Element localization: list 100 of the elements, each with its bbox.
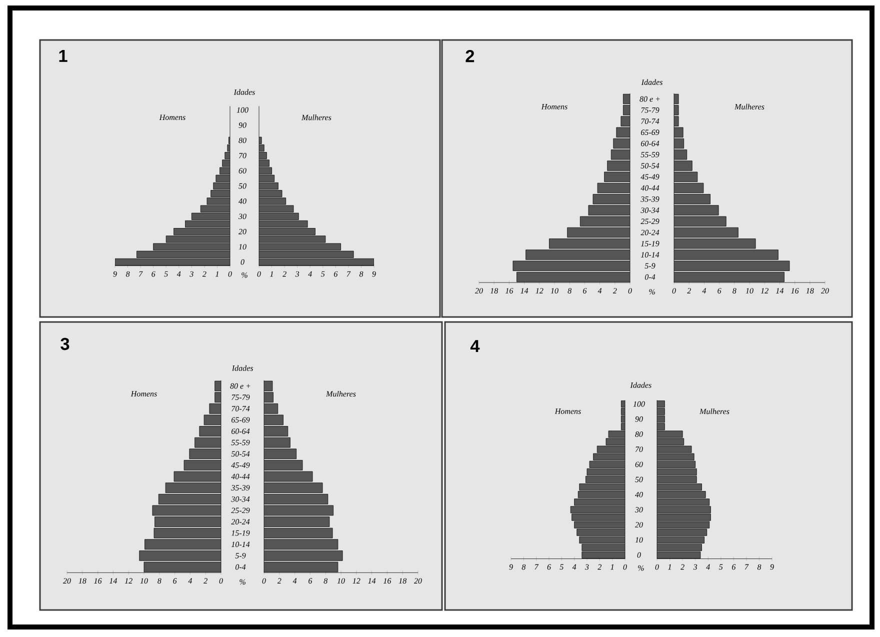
- x-tick-label: 8: [568, 288, 572, 294]
- y-tick-label: 80 e +: [230, 383, 250, 389]
- y-tick-label: 40: [238, 198, 246, 204]
- x-tick-label: 6: [334, 271, 338, 277]
- x-tick-label: 14: [776, 288, 784, 294]
- chart-title: 3: [60, 338, 70, 350]
- y-tick-label: 55-59: [231, 440, 250, 446]
- x-tick-label: 3: [693, 564, 698, 570]
- y-tick-label: 60: [238, 168, 246, 174]
- y-tick-label: 45-49: [231, 462, 250, 468]
- y-tick-label: 70-74: [641, 118, 660, 124]
- x-tick-label: 2: [612, 288, 617, 294]
- x-tick-label: 18: [490, 288, 498, 294]
- bar: [516, 272, 630, 282]
- y-tick-label: 60-64: [231, 428, 250, 434]
- x-tick-label: 16: [791, 288, 799, 294]
- y-tick-label: 0-4: [235, 564, 246, 570]
- x-tick-label: 2: [687, 288, 691, 294]
- x-tick-label: 3: [295, 271, 300, 277]
- x-tick-label: 8: [522, 564, 526, 570]
- text: Mulheres: [301, 114, 332, 120]
- x-axis-title: %: [242, 272, 248, 278]
- x-tick-label: 10: [550, 288, 558, 294]
- bar: [674, 194, 710, 204]
- x-tick-label: 0: [623, 564, 627, 570]
- x-tick-label: 1: [216, 271, 218, 277]
- y-axis-title: Idades: [630, 382, 652, 388]
- x-tick-label: 8: [324, 578, 328, 584]
- x-tick-label: 4: [598, 288, 602, 294]
- bar: [607, 160, 630, 171]
- x-tick-label: 20: [414, 578, 422, 584]
- y-tick-label: 50-54: [231, 451, 250, 457]
- y-tick-label: 75-79: [641, 107, 660, 113]
- x-tick-label: 9: [770, 564, 774, 570]
- x-tick-label: 18: [806, 288, 814, 294]
- bar: [184, 460, 221, 470]
- x-tick-label: 3: [190, 271, 194, 277]
- y-tick-label: 60: [635, 462, 643, 468]
- y-axis-title: Idades: [641, 79, 662, 85]
- y-tick-label: 40-44: [640, 185, 660, 191]
- x-tick-label: 14: [520, 288, 528, 294]
- bar: [674, 238, 756, 249]
- x-tick-label: 5: [719, 564, 723, 570]
- y-tick-label: 65-69: [231, 417, 250, 423]
- y-tick-label: 35-39: [231, 485, 250, 490]
- chart-title: 4: [470, 340, 480, 352]
- chart-title: 2: [466, 50, 474, 62]
- y-tick-label: 15-19: [231, 530, 250, 536]
- x-tick-label: 5: [164, 271, 168, 277]
- x-tick-label: 6: [547, 564, 551, 570]
- x-tick-label: 20: [475, 288, 483, 294]
- bar: [549, 238, 630, 249]
- bar: [580, 216, 630, 226]
- y-tick-label: 50: [635, 476, 643, 482]
- bar: [512, 260, 630, 271]
- y-tick-label: 10-14: [231, 542, 250, 548]
- y-tick-label: 60-64: [641, 140, 660, 146]
- x-tick-label: 2: [680, 564, 684, 570]
- bar: [264, 550, 343, 561]
- y-tick-label: 30: [238, 214, 246, 220]
- y-tick-label: 50-54: [640, 163, 660, 168]
- y-tick-label: 0: [637, 552, 641, 558]
- x-tick-label: 10: [337, 578, 345, 584]
- x-tick-label: 1: [668, 564, 671, 570]
- x-tick-label: 16: [383, 578, 392, 584]
- text: Homens: [554, 408, 581, 414]
- x-tick-label: 5: [560, 564, 564, 570]
- x-tick-label: 7: [744, 564, 749, 570]
- bar: [264, 482, 323, 493]
- x-axis-title: %: [649, 289, 655, 295]
- y-tick-label: 40: [635, 492, 643, 498]
- x-tick-label: 12: [536, 288, 544, 294]
- x-tick-label: 6: [583, 288, 587, 294]
- x-tick-label: 1: [610, 564, 614, 570]
- x-tick-label: 0: [262, 578, 266, 584]
- x-tick-label: 12: [760, 288, 768, 294]
- text: Homens: [541, 104, 568, 110]
- x-tick-label: 3: [584, 564, 589, 570]
- x-tick-label: 1: [270, 271, 273, 277]
- bar: [264, 516, 330, 527]
- text: Mulheres: [326, 390, 356, 397]
- y-tick-label: 25-29: [231, 508, 250, 514]
- y-tick-label: 25-29: [640, 218, 660, 224]
- x-axis-title: %: [638, 565, 644, 571]
- y-tick-label: 80: [635, 432, 643, 437]
- y-tick-label: 80 e +: [640, 96, 660, 102]
- y-tick-label: 35-39: [640, 196, 660, 202]
- bar: [154, 516, 221, 527]
- bar: [674, 205, 719, 216]
- y-tick-label: 5-9: [644, 263, 656, 269]
- y-tick-label: 20-24: [640, 230, 660, 236]
- y-tick-label: 50: [238, 183, 246, 189]
- y-tick-label: 15-19: [640, 240, 660, 246]
- x-tick-label: 0: [257, 271, 261, 277]
- bar: [139, 550, 221, 561]
- y-axis-title: Idades: [234, 89, 255, 95]
- y-tick-label: 30-34: [231, 496, 250, 502]
- bar: [674, 250, 778, 260]
- x-tick-label: 2: [277, 578, 282, 584]
- x-tick-label: 6: [718, 288, 722, 294]
